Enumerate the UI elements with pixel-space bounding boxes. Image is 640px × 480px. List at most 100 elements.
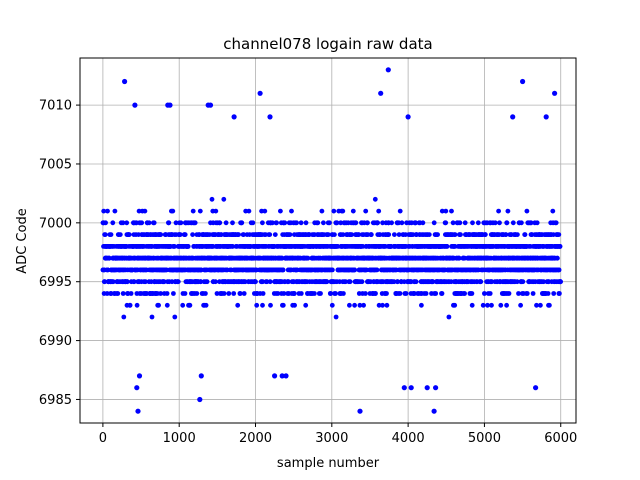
data-point: [142, 208, 148, 214]
outlier-point: [520, 78, 526, 85]
data-point: [124, 279, 130, 285]
data-point: [530, 291, 536, 296]
data-point: [380, 302, 385, 308]
data-point: [178, 220, 184, 226]
data-point: [380, 220, 385, 226]
data-point: [303, 220, 309, 226]
data-point: [396, 232, 402, 238]
data-point: [156, 302, 162, 308]
data-point: [524, 291, 530, 296]
data-point: [506, 291, 512, 296]
data-point: [480, 302, 486, 308]
data-point: [102, 232, 108, 238]
data-point: [384, 302, 390, 308]
data-point: [106, 255, 112, 261]
data-point: [356, 232, 362, 238]
chart-title: channel078 logain raw data: [223, 35, 432, 53]
data-point: [332, 232, 337, 238]
data-point: [360, 244, 366, 249]
outlier-point: [279, 373, 285, 379]
data-point: [363, 291, 368, 296]
data-point: [180, 302, 186, 308]
outlier-point: [378, 90, 384, 96]
data-point: [231, 291, 237, 296]
data-point: [430, 279, 436, 285]
data-point: [350, 208, 356, 214]
data-point: [319, 208, 325, 214]
data-point: [146, 220, 152, 226]
data-point: [171, 291, 176, 296]
data-point: [241, 291, 247, 296]
data-point: [458, 232, 463, 238]
outlier-point: [134, 385, 140, 391]
data-point: [171, 244, 177, 249]
data-point: [478, 279, 484, 285]
y-tick-label: 7005: [39, 157, 72, 172]
data-point: [289, 208, 294, 214]
data-point: [236, 232, 242, 238]
data-point: [443, 208, 449, 214]
data-point: [327, 220, 332, 226]
data-point: [372, 196, 378, 202]
data-point: [522, 232, 528, 238]
data-point: [237, 291, 243, 296]
outlier-point: [533, 385, 539, 391]
data-point: [328, 291, 333, 296]
data-point: [172, 314, 178, 320]
data-point: [541, 279, 546, 285]
data-point: [528, 220, 534, 226]
data-point: [443, 220, 449, 226]
data-point: [534, 220, 540, 226]
outlier-point: [267, 114, 273, 120]
data-point: [286, 279, 291, 285]
x-tick-label: 6000: [544, 431, 577, 446]
data-point: [303, 302, 309, 308]
data-point: [230, 220, 235, 226]
data-point: [280, 302, 286, 308]
data-point: [376, 208, 382, 214]
data-point: [524, 208, 530, 214]
data-point: [515, 232, 520, 238]
data-point: [419, 302, 424, 308]
data-point: [151, 220, 157, 226]
data-point: [164, 291, 170, 296]
outlier-point: [132, 102, 138, 108]
data-point: [164, 302, 170, 308]
data-point: [203, 302, 209, 308]
data-point: [214, 291, 220, 296]
data-point: [557, 291, 562, 296]
outlier-point: [135, 408, 141, 414]
data-point: [439, 291, 445, 296]
data-point: [282, 220, 288, 226]
data-point: [281, 291, 287, 296]
data-point: [349, 232, 355, 238]
x-tick-label: 2000: [239, 431, 272, 446]
data-point: [376, 302, 382, 308]
data-point: [291, 291, 297, 296]
y-axis-ticks: 6985 6990 6995 7000 7005 7010: [39, 99, 80, 408]
data-point: [347, 302, 352, 308]
data-point: [126, 232, 132, 238]
data-point: [223, 220, 229, 226]
data-point: [213, 208, 219, 214]
data-point: [399, 220, 405, 226]
data-point: [365, 220, 370, 226]
data-point: [105, 267, 111, 273]
y-tick-label: 6985: [39, 393, 72, 408]
data-point: [198, 279, 204, 285]
data-point: [235, 302, 241, 308]
data-point: [439, 208, 445, 214]
data-point: [470, 220, 475, 226]
data-point: [318, 291, 323, 296]
data-point: [520, 279, 526, 285]
outlier-point: [357, 408, 363, 414]
data-point: [496, 208, 501, 214]
data-point: [128, 291, 134, 296]
data-point: [384, 291, 389, 296]
data-point: [341, 291, 346, 296]
data-point: [182, 232, 188, 238]
data-point: [519, 220, 524, 226]
data-point: [545, 291, 551, 296]
data-point: [352, 302, 357, 308]
